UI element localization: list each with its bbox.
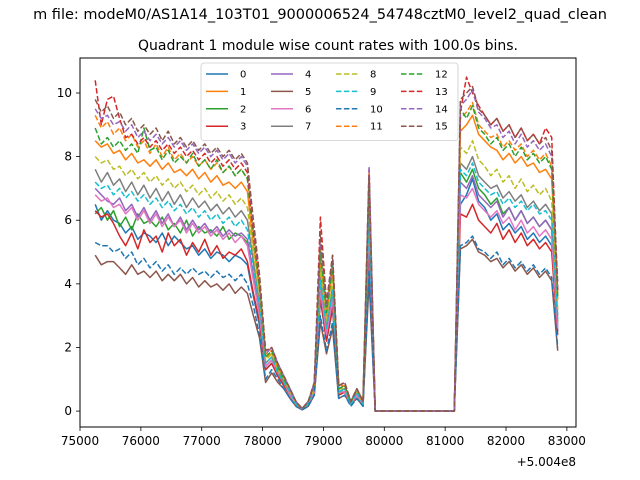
legend-label-15: 15 [435, 122, 448, 133]
legend-label-1: 1 [240, 87, 246, 98]
legend-label-14: 14 [435, 104, 448, 115]
series-line-6 [94, 187, 559, 412]
legend-label-13: 13 [435, 87, 448, 98]
x-tick-label: 79000 [304, 434, 342, 448]
x-tick-label: 77000 [183, 434, 221, 448]
chart-title: Quadrant 1 module wise count rates with … [138, 38, 518, 54]
legend-label-3: 3 [240, 122, 246, 133]
x-tick-label: 82000 [487, 434, 525, 448]
legend-label-11: 11 [370, 122, 383, 133]
y-tick-label: 2 [64, 340, 72, 354]
y-axis: 0 2 4 6 8 10 [57, 86, 80, 418]
x-tick-label: 81000 [426, 434, 464, 448]
legend-label-7: 7 [305, 122, 311, 133]
y-tick-label: 10 [57, 86, 72, 100]
series-line-11 [94, 101, 559, 412]
legend-label-2: 2 [240, 104, 246, 115]
x-tick-label: 80000 [365, 434, 403, 448]
series-line-5 [94, 238, 559, 412]
plot-area [94, 76, 559, 412]
figure-suptitle: m file: modeM0/AS1A14_103T01_9000006524_… [33, 7, 607, 23]
legend-label-5: 5 [305, 87, 311, 98]
x-tick-label: 83000 [548, 434, 586, 448]
series-line-3 [94, 203, 559, 412]
y-tick-label: 6 [64, 213, 72, 227]
series-line-15 [94, 85, 559, 412]
series-line-7 [94, 155, 559, 412]
x-offset-label: +5.004e8 [517, 455, 576, 469]
y-tick-label: 8 [64, 150, 72, 164]
legend-label-0: 0 [240, 70, 246, 81]
x-tick-label: 75000 [61, 434, 99, 448]
legend-label-12: 12 [435, 70, 448, 81]
y-tick-label: 4 [64, 277, 72, 291]
series-line-1 [94, 114, 559, 412]
series-line-10 [94, 235, 559, 412]
legend-label-10: 10 [370, 104, 383, 115]
series-line-12 [94, 104, 559, 412]
axes-frame [79, 57, 577, 428]
legend-label-9: 9 [370, 87, 376, 98]
x-tick-label: 76000 [122, 434, 160, 448]
x-tick-label: 78000 [243, 434, 281, 448]
series-line-9 [94, 162, 559, 412]
series-line-8 [94, 139, 559, 412]
legend-label-6: 6 [305, 104, 311, 115]
series-line-14 [94, 89, 559, 412]
y-tick-label: 0 [64, 404, 72, 418]
x-axis: 75000 76000 77000 78000 79000 80000 81000 82000… [61, 427, 586, 448]
legend-label-8: 8 [370, 70, 376, 81]
legend-label-4: 4 [305, 70, 311, 81]
legend-box [200, 62, 459, 141]
